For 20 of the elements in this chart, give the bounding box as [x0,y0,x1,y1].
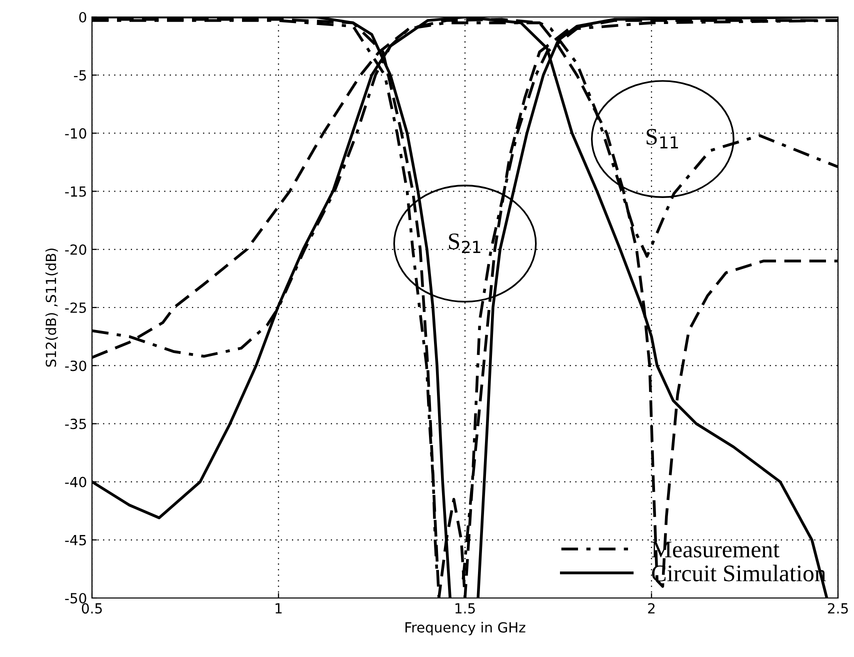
y-tick-label: -35 [65,418,86,430]
y-tick-label: -10 [65,128,86,139]
y-tick-label: 0 [79,12,86,22]
x-tick-label: 1 [276,603,282,614]
y-tick-label: -30 [65,360,86,372]
x-axis-title: Frequency in GHz [405,622,526,636]
x-tick-label: 1.5 [455,603,475,614]
x-tick-label: 2.5 [828,603,848,614]
y-tick-label: -5 [74,70,86,81]
y-tick-label: -50 [65,592,86,604]
y-tick-label: -40 [65,476,86,488]
y-tick-label: -25 [65,302,86,313]
y-tick-label: -45 [65,535,86,546]
y-tick-label: -20 [65,244,86,255]
annotation: S$_{11}$ [646,128,678,148]
y-tick-label: -15 [65,186,86,197]
annotation: S$_{21}$ [448,233,480,253]
y-axis-title: S12(dB) ,S11(dB) [45,248,58,367]
x-tick-label: 2 [648,603,655,614]
x-tick-label: 0.5 [82,603,102,614]
